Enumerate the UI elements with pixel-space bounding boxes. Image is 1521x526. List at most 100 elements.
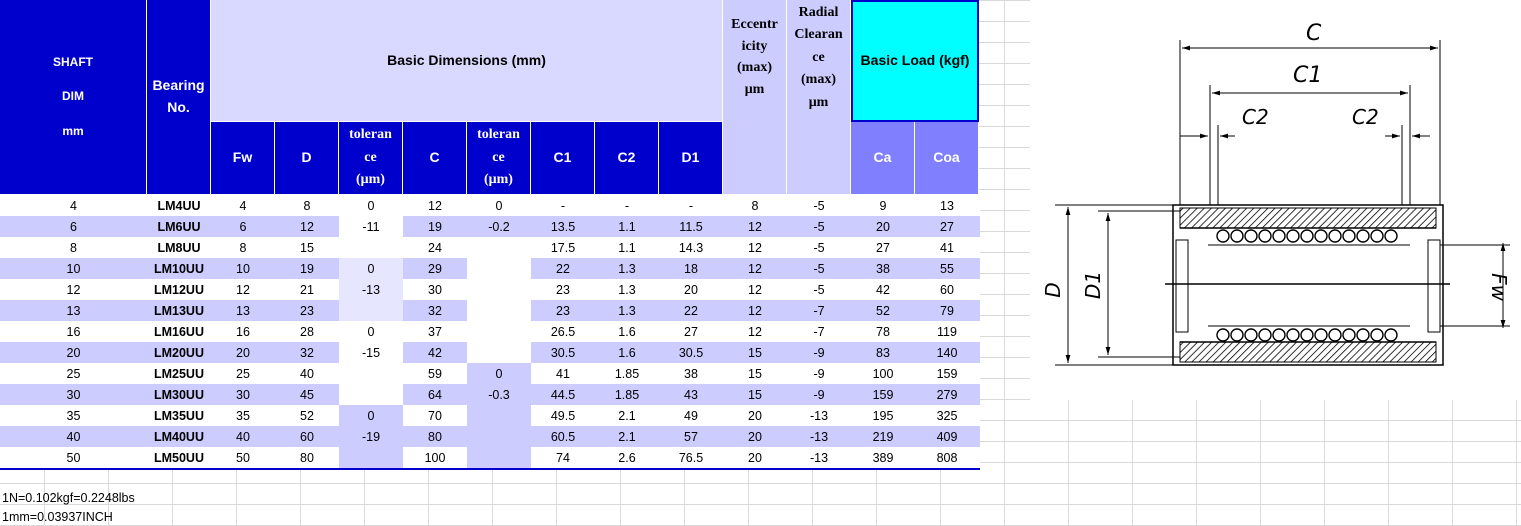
cell-fw: 30 bbox=[236, 387, 250, 402]
cell-tolerance-d bbox=[339, 237, 403, 258]
cell-c1: 17.5 bbox=[550, 240, 576, 255]
cell-shaft-dim: 6 bbox=[70, 219, 77, 234]
cell-tolerance-c bbox=[467, 342, 531, 363]
label-c2-right: C2 bbox=[1352, 105, 1379, 129]
cell-d: 45 bbox=[300, 387, 314, 402]
cell-shaft-dim: 4 bbox=[70, 198, 77, 213]
cell-eccentricity: 12 bbox=[748, 261, 762, 276]
header-eccentricity: Eccentr icity (max) μm bbox=[723, 0, 787, 195]
header-c1: C1 bbox=[531, 122, 595, 195]
cell-c1: 30.5 bbox=[550, 345, 576, 360]
cell-bearing-no: LM50UU bbox=[153, 450, 204, 465]
cell-bearing-no: LM10UU bbox=[153, 261, 204, 276]
cell-tolerance-d: -13 bbox=[339, 279, 403, 300]
cell-shaft-dim: 35 bbox=[66, 408, 81, 423]
cell-d: 28 bbox=[300, 324, 314, 339]
cell-d1: 76.5 bbox=[678, 450, 704, 465]
cell-ca: 42 bbox=[876, 282, 890, 297]
cell-shaft-dim: 13 bbox=[66, 303, 81, 318]
cell-radial-clearance: -5 bbox=[813, 198, 825, 213]
cell-d: 12 bbox=[300, 219, 314, 234]
cell-shaft-dim: 12 bbox=[66, 282, 81, 297]
cell-c2: 1.3 bbox=[618, 303, 636, 318]
cell-c2: 1.85 bbox=[614, 366, 640, 381]
cell-d1: 38 bbox=[684, 366, 698, 381]
table-row: 20 LM20UU 20 32 42 30.5 1.6 30.5 15 -9 83 140 -15 bbox=[0, 342, 980, 363]
cell-eccentricity: 12 bbox=[748, 282, 762, 297]
header-tolerance-d: toleran ce (μm) bbox=[339, 122, 403, 195]
cell-ca: 78 bbox=[876, 324, 890, 339]
cell-tolerance-c: -0.3 bbox=[467, 384, 531, 405]
cell-coa: 13 bbox=[940, 198, 954, 213]
cell-tolerance-d bbox=[339, 447, 403, 468]
cell-d1: 27 bbox=[684, 324, 698, 339]
cell-bearing-no: LM40UU bbox=[153, 429, 204, 444]
cell-c2: 1.3 bbox=[618, 261, 636, 276]
cell-tolerance-d: 0 bbox=[339, 258, 403, 279]
cell-coa: 159 bbox=[936, 366, 958, 381]
header-ca: Ca bbox=[851, 122, 915, 195]
cell-shaft-dim: 40 bbox=[66, 429, 81, 444]
cell-eccentricity: 12 bbox=[748, 240, 762, 255]
cell-c: 59 bbox=[428, 366, 442, 381]
cell-tolerance-d: 0 bbox=[339, 195, 403, 216]
cell-shaft-dim: 30 bbox=[66, 387, 81, 402]
cell-ca: 195 bbox=[872, 408, 894, 423]
cell-d1: 11.5 bbox=[679, 219, 703, 234]
cell-d1: 20 bbox=[684, 282, 698, 297]
cell-radial-clearance: -9 bbox=[813, 366, 825, 381]
cell-radial-clearance: -13 bbox=[809, 450, 829, 465]
cell-c: 32 bbox=[428, 303, 442, 318]
label-d: D bbox=[1041, 282, 1065, 297]
cell-c: 100 bbox=[424, 450, 446, 465]
cell-radial-clearance: -5 bbox=[813, 219, 825, 234]
cell-c2: 1.85 bbox=[614, 387, 640, 402]
cell-c2: 2.1 bbox=[618, 429, 636, 444]
cell-d: 32 bbox=[300, 345, 314, 360]
cell-c: 12 bbox=[428, 198, 442, 213]
cell-bearing-no: LM4UU bbox=[157, 198, 201, 213]
label-fw: Fw bbox=[1487, 273, 1511, 302]
table-row: 16 LM16UU 16 28 37 26.5 1.6 27 12 -7 78 119 0 bbox=[0, 321, 980, 342]
header-basic-dimensions: Basic Dimensions (mm) bbox=[211, 0, 723, 122]
cell-fw: 20 bbox=[236, 345, 250, 360]
table-row: 50 LM50UU 50 80 100 74 2.6 76.5 20 -13 389 808 bbox=[0, 447, 980, 470]
table-row: 25 LM25UU 25 40 59 41 1.85 38 15 -9 100 159 0 bbox=[0, 363, 980, 384]
cell-d1: 43 bbox=[684, 387, 698, 402]
cell-shaft-dim: 50 bbox=[66, 450, 81, 465]
cell-d1: 14.3 bbox=[678, 240, 704, 255]
cell-radial-clearance: -13 bbox=[809, 408, 829, 423]
cell-c1: 13.5 bbox=[550, 219, 576, 234]
cell-d1: 57 bbox=[684, 429, 698, 444]
cell-coa: 60 bbox=[940, 282, 954, 297]
cell-d1: - bbox=[688, 198, 694, 213]
cell-c1: 23 bbox=[556, 282, 570, 297]
header-c: C bbox=[403, 122, 467, 195]
table-row: 13 LM13UU 13 23 32 23 1.3 22 12 -7 52 79 bbox=[0, 300, 980, 321]
cell-c: 19 bbox=[428, 219, 442, 234]
cell-c: 64 bbox=[428, 387, 442, 402]
cell-tolerance-d: -19 bbox=[339, 426, 403, 447]
cell-eccentricity: 15 bbox=[748, 366, 762, 381]
table-row: 8 LM8UU 8 15 24 17.5 1.1 14.3 12 -5 27 41 bbox=[0, 237, 980, 258]
cell-coa: 119 bbox=[937, 324, 957, 339]
cell-d: 52 bbox=[300, 408, 314, 423]
cell-coa: 79 bbox=[940, 303, 954, 318]
cell-radial-clearance: -7 bbox=[813, 324, 825, 339]
cell-c2: - bbox=[624, 198, 630, 213]
cell-c2: 2.6 bbox=[618, 450, 636, 465]
cell-tolerance-c bbox=[467, 279, 531, 300]
cell-c2: 1.3 bbox=[618, 282, 636, 297]
cell-bearing-no: LM12UU bbox=[153, 282, 204, 297]
header-bearing-no: Bearing No. bbox=[147, 0, 211, 195]
linear-bearing-diagram: C C1 C2 C2 D D1 Fw bbox=[1030, 0, 1521, 400]
cell-fw: 50 bbox=[236, 450, 250, 465]
cell-c2: 1.1 bbox=[618, 219, 636, 234]
cell-fw: 6 bbox=[239, 219, 247, 234]
cell-eccentricity: 12 bbox=[748, 324, 762, 339]
cell-fw: 13 bbox=[236, 303, 250, 318]
cell-d: 15 bbox=[300, 240, 314, 255]
cell-tolerance-d bbox=[339, 300, 403, 321]
cell-tolerance-c bbox=[467, 237, 531, 258]
cell-tolerance-c: 0 bbox=[467, 363, 531, 384]
